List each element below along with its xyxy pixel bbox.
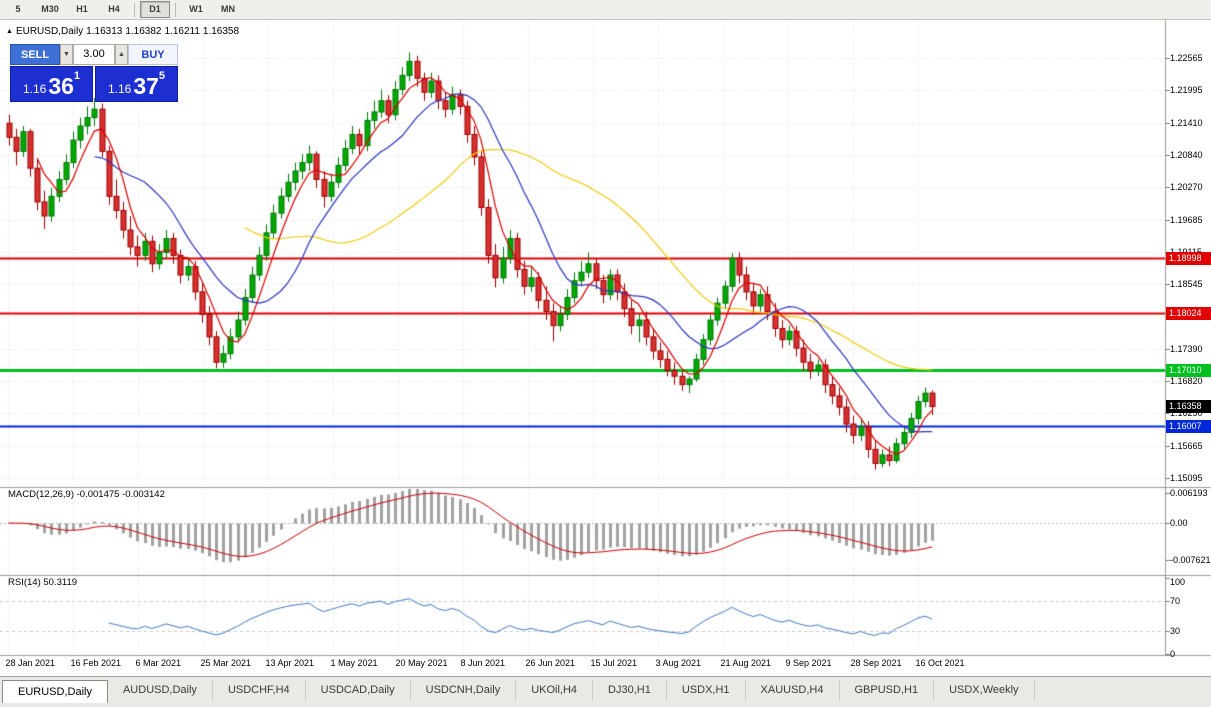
symbol-tab-eurusd-daily[interactable]: EURUSD,Daily [2, 680, 108, 703]
symbol-tab-usdcad-daily[interactable]: USDCAD,Daily [306, 680, 411, 701]
chart-ohlc-header: ▲EURUSD,Daily1.163131.163821.16211 1.1635… [6, 26, 242, 37]
sell-price-pip: 1 [74, 70, 80, 82]
toolbar-separator [134, 3, 135, 17]
sell-button[interactable]: SELL [10, 44, 60, 65]
mt4-window: 5M30H1H4D1W1MN ▲EURUSD,Daily1.163131.163… [0, 0, 1211, 707]
timeframe-button-m30[interactable]: M30 [35, 1, 65, 18]
symbol-tab-dj30-h1[interactable]: DJ30,H1 [593, 680, 667, 701]
price-chart-canvas[interactable] [0, 0, 1211, 676]
trade-controls-row: SELL ▼ 3.00 ▲ BUY [10, 44, 178, 65]
low-value: 1.16211 [164, 26, 199, 37]
sell-price-big: 36 [48, 74, 74, 98]
one-click-trading-panel: SELL ▼ 3.00 ▲ BUY 1.16 36 1 1.16 37 5 [10, 44, 178, 102]
symbol-tab-usdcnh-daily[interactable]: USDCNH,Daily [411, 680, 517, 701]
trade-prices-row: 1.16 36 1 1.16 37 5 [10, 66, 178, 102]
timeframe-button-mn[interactable]: MN [213, 1, 243, 18]
timeframe-button-h1[interactable]: H1 [67, 1, 97, 18]
timeframe-button-h4[interactable]: H4 [99, 1, 129, 18]
sell-price-prefix: 1.16 [23, 82, 46, 96]
high-value: 1.16382 [125, 26, 161, 37]
volume-input[interactable]: 3.00 [73, 44, 115, 65]
symbol-tab-xauusd-h4[interactable]: XAUUSD,H4 [746, 680, 840, 701]
buy-price-box[interactable]: 1.16 37 5 [95, 66, 178, 102]
timeframe-button-d1[interactable]: D1 [140, 1, 170, 18]
buy-button[interactable]: BUY [128, 44, 178, 65]
symbol-tab-usdx-weekly[interactable]: USDX,Weekly [934, 680, 1034, 701]
collapse-arrow-icon[interactable]: ▲ [6, 28, 13, 35]
timeframe-buttons: 5M30H1H4 D1 W1MN [2, 1, 244, 18]
symbol-tab-audusd-daily[interactable]: AUDUSD,Daily [108, 680, 213, 701]
symbol-tab-gbpusd-h1[interactable]: GBPUSD,H1 [840, 680, 935, 701]
buy-price-prefix: 1.16 [108, 82, 131, 96]
open-value: 1.16313 [86, 26, 122, 37]
symbol-period-label: EURUSD,Daily [16, 26, 83, 37]
timeframe-button-w1[interactable]: W1 [181, 1, 211, 18]
macd-indicator-label: MACD(12,26,9) -0.001475 -0.003142 [8, 489, 165, 500]
sell-price-box[interactable]: 1.16 36 1 [10, 66, 93, 102]
symbol-tabbar: EURUSD,DailyAUDUSD,DailyUSDCHF,H4USDCAD,… [0, 676, 1211, 707]
volume-increase-button[interactable]: ▲ [115, 44, 128, 65]
symbol-tab-ukoil-h4[interactable]: UKOil,H4 [516, 680, 593, 701]
buy-price-big: 37 [133, 74, 159, 98]
toolbar-separator [175, 3, 176, 17]
symbol-tab-usdx-h1[interactable]: USDX,H1 [667, 680, 746, 701]
symbol-tab-usdchf-h4[interactable]: USDCHF,H4 [213, 680, 306, 701]
timeframe-toolbar: 5M30H1H4 D1 W1MN [0, 0, 1211, 20]
buy-price-pip: 5 [159, 70, 165, 82]
timeframe-button-5[interactable]: 5 [3, 1, 33, 18]
close-value: 1.16358 [203, 26, 239, 37]
volume-decrease-button[interactable]: ▼ [60, 44, 73, 65]
rsi-indicator-label: RSI(14) 50.3119 [8, 577, 77, 588]
